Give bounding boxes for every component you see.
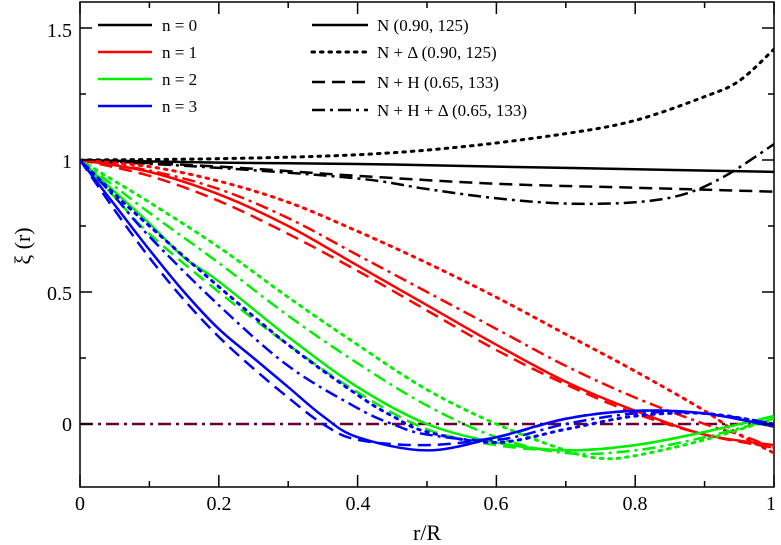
x-axis-title: r/R xyxy=(413,520,441,545)
y-tick-labels: 0 0.5 1 1.5 xyxy=(47,20,72,436)
x-tick-labels: 0 0.2 0.4 0.6 0.8 1 xyxy=(75,493,776,515)
legend-styles: N (0.90, 125) N + Δ (0.90, 125) N + H (0… xyxy=(310,16,527,120)
series-line-n-0-n xyxy=(80,47,774,162)
series-line-n-0-n-h xyxy=(80,143,774,206)
series-line-n-1-n-h xyxy=(80,158,774,449)
y-axis-title: ξ (r) xyxy=(10,227,35,264)
series-line-n-2-n-h xyxy=(80,159,774,452)
x-tick-label: 0.4 xyxy=(346,493,371,515)
legend-label-dash: N + H (0.65, 133) xyxy=(377,73,499,92)
x-tick-label: 0 xyxy=(75,493,85,515)
y-tick-label: 0 xyxy=(62,414,72,436)
legend-label-n1: n = 1 xyxy=(162,43,197,62)
series-line-n-2-n xyxy=(80,158,774,461)
legend-label-dot: N + Δ (0.90, 125) xyxy=(377,43,497,62)
legend-label-n0: n = 0 xyxy=(162,16,197,35)
series-layer xyxy=(80,47,774,461)
y-tick-label: 0.5 xyxy=(47,283,72,305)
legend-label-n2: n = 2 xyxy=(162,70,197,89)
legend-label-dashdot: N + H + Δ (0.65, 133) xyxy=(377,101,527,120)
series-line-n-3-n-h xyxy=(80,159,774,442)
series-line-n-1-n xyxy=(80,158,774,447)
legend-label-solid: N (0.90, 125) xyxy=(377,16,469,35)
legend-colors: n = 0 n = 1 n = 2 n = 3 xyxy=(98,16,197,116)
series-line-n-3-n-h xyxy=(80,159,774,447)
series-line-n-1-n-h xyxy=(80,158,774,449)
legend-label-n3: n = 3 xyxy=(162,97,197,116)
tick-layer xyxy=(79,2,775,487)
y-tick-label: 1.5 xyxy=(47,20,72,42)
series-line-n-2-n-h xyxy=(80,159,774,456)
y-tick-label: 1 xyxy=(62,151,72,173)
series-line-n-0-n xyxy=(80,158,774,174)
series-line-n-1-n xyxy=(80,158,774,455)
x-tick-label: 0.8 xyxy=(623,493,648,515)
x-tick-label: 0.2 xyxy=(207,493,232,515)
x-tick-label: 1 xyxy=(766,493,776,515)
x-tick-label: 0.6 xyxy=(484,493,509,515)
series-line-n-3-n xyxy=(80,158,774,444)
